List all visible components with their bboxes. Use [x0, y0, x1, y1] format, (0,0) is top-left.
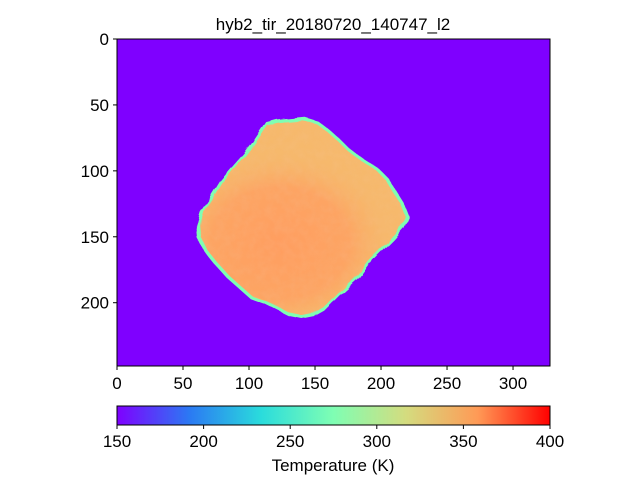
x-tick-label: 0	[112, 374, 121, 393]
y-tick-label: 50	[90, 96, 109, 115]
x-tick-label: 200	[367, 374, 395, 393]
y-tick-label: 150	[81, 228, 109, 247]
colorbar-tick-label: 200	[189, 432, 217, 451]
x-tick-label: 250	[433, 374, 461, 393]
x-axis: 0 50 100 150 200 250 300	[112, 366, 527, 393]
colorbar-tick-label: 400	[536, 432, 564, 451]
x-tick-label: 50	[174, 374, 193, 393]
x-tick-label: 150	[301, 374, 329, 393]
y-axis: 0 50 100 150 200	[81, 30, 117, 313]
colorbar-tick-label: 250	[276, 432, 304, 451]
colorbar-tick-label: 300	[363, 432, 391, 451]
y-tick-label: 200	[81, 294, 109, 313]
colorbar: 150 200 250 300 350 400 Temperature (K)	[103, 405, 564, 475]
colorbar-tick-label: 350	[449, 432, 477, 451]
colorbar-ticks: 150 200 250 300 350 400	[103, 425, 564, 451]
image-frame	[116, 38, 551, 367]
x-tick-label: 300	[499, 374, 527, 393]
colorbar-scale	[116, 405, 551, 426]
y-tick-label: 100	[81, 162, 109, 181]
image-title: hyb2_tir_20180720_140747_l2	[216, 15, 450, 34]
thermal-image	[116, 38, 551, 367]
colorbar-tick-label: 150	[103, 432, 131, 451]
x-tick-label: 100	[235, 374, 263, 393]
y-tick-label: 0	[100, 30, 109, 49]
colorbar-label: Temperature (K)	[272, 456, 395, 475]
